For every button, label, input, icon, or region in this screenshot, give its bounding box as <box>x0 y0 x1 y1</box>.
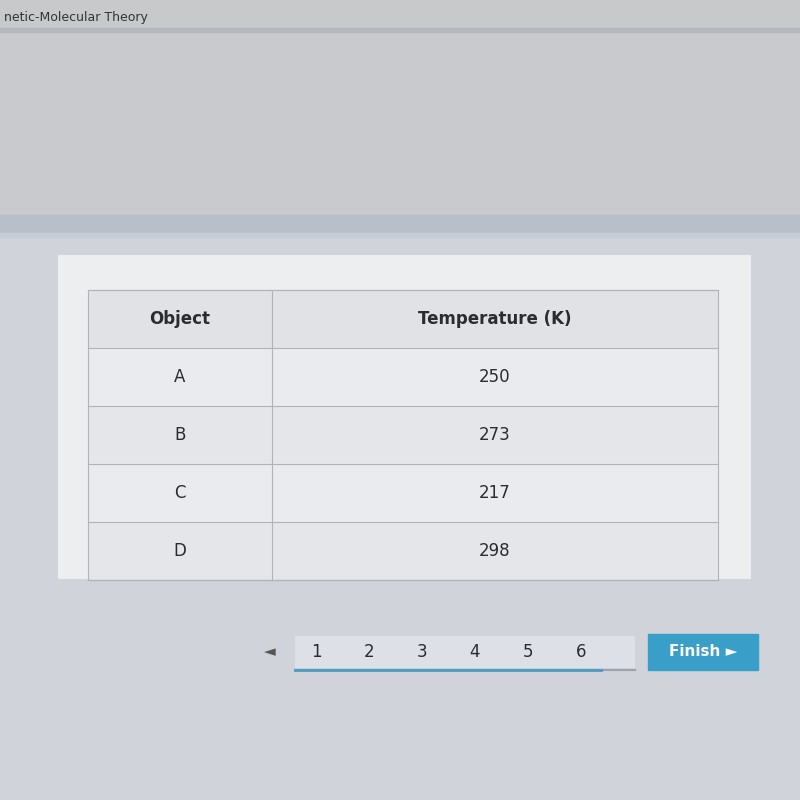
Text: 2: 2 <box>364 643 374 661</box>
Text: C: C <box>174 484 186 502</box>
Bar <box>0 237 800 800</box>
Bar <box>88 406 718 464</box>
Text: 217: 217 <box>479 484 511 502</box>
Text: 250: 250 <box>479 368 511 386</box>
Bar <box>88 522 718 580</box>
Text: Object: Object <box>150 310 210 328</box>
Text: netic-Molecular Theory: netic-Molecular Theory <box>4 10 148 23</box>
Text: 4: 4 <box>470 643 480 661</box>
Text: ◄: ◄ <box>264 645 276 659</box>
Bar <box>0 28 800 32</box>
Text: A: A <box>174 368 186 386</box>
Text: 298: 298 <box>479 542 511 560</box>
Text: D: D <box>174 542 186 560</box>
Bar <box>88 290 718 348</box>
Bar <box>0 32 800 215</box>
Text: 3: 3 <box>417 643 427 661</box>
Bar <box>58 255 750 578</box>
Text: B: B <box>174 426 186 444</box>
Text: Finish ►: Finish ► <box>669 645 737 659</box>
Bar <box>295 636 635 668</box>
Bar <box>0 0 800 28</box>
Text: 1: 1 <box>310 643 322 661</box>
Bar <box>88 290 718 580</box>
Bar <box>0 233 800 237</box>
Text: 5: 5 <box>522 643 534 661</box>
Text: Temperature (K): Temperature (K) <box>418 310 572 328</box>
Bar <box>0 215 800 233</box>
Text: 6: 6 <box>576 643 586 661</box>
Bar <box>88 464 718 522</box>
Text: 273: 273 <box>479 426 511 444</box>
Bar <box>88 348 718 406</box>
FancyBboxPatch shape <box>648 634 758 670</box>
